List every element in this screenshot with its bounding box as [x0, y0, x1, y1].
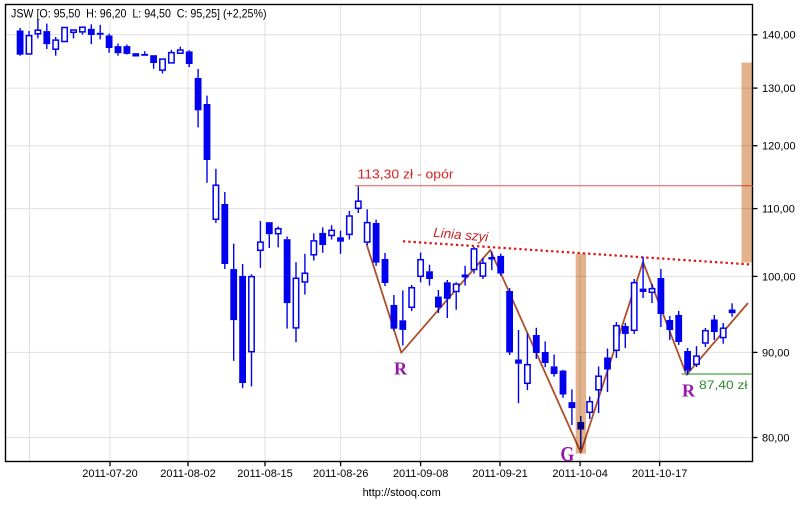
svg-text:130,00: 130,00	[762, 83, 796, 95]
svg-text:R: R	[394, 358, 408, 378]
svg-text:JSW [O: 95,50 H: 96,20 L: 94: JSW [O: 95,50 H: 96,20 L: 94,50 C: 95,25…	[11, 7, 267, 21]
svg-text:2011-08-02: 2011-08-02	[160, 468, 215, 480]
svg-text:90,00: 90,00	[762, 347, 790, 359]
svg-text:113,30 zł - opór: 113,30 zł - opór	[358, 167, 455, 182]
svg-text:120,00: 120,00	[762, 141, 796, 153]
svg-text:G: G	[560, 444, 574, 467]
svg-text:2011-08-15: 2011-08-15	[237, 468, 292, 480]
svg-text:110,00: 110,00	[762, 204, 795, 216]
svg-text:140,00: 140,00	[762, 30, 796, 42]
svg-text:2011-07-20: 2011-07-20	[82, 468, 137, 480]
svg-text:80,00: 80,00	[762, 432, 790, 444]
svg-text:100,00: 100,00	[762, 271, 796, 283]
svg-text:2011-08-26: 2011-08-26	[313, 468, 368, 480]
svg-text:R: R	[682, 381, 696, 401]
svg-text:2011-10-04: 2011-10-04	[552, 468, 607, 480]
svg-text:2011-09-21: 2011-09-21	[472, 468, 527, 480]
svg-text:2011-09-08: 2011-09-08	[393, 468, 448, 480]
svg-text:Linia szyi: Linia szyi	[433, 225, 490, 245]
svg-text:2011-10-17: 2011-10-17	[632, 468, 687, 480]
svg-text:http://stooq.com: http://stooq.com	[363, 487, 441, 499]
svg-text:87,40 zł: 87,40 zł	[699, 378, 748, 392]
